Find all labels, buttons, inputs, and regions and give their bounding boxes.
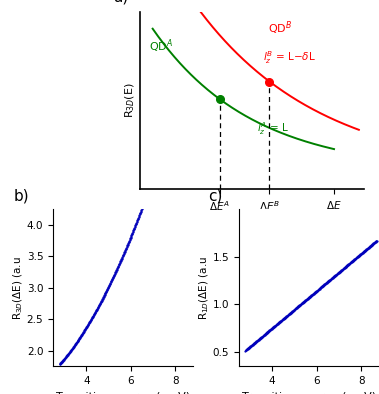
Text: $\it{l}_z^B$ = L$-\delta$L: $\it{l}_z^B$ = L$-\delta$L	[263, 50, 316, 67]
Text: QD$^A$: QD$^A$	[149, 37, 173, 55]
Text: $\it{l}_z^A$ = L: $\it{l}_z^A$ = L	[257, 121, 288, 138]
Y-axis label: R$_{3D}$(E): R$_{3D}$(E)	[124, 83, 138, 118]
Y-axis label: R$_{1D}$($\Delta$E) (a.u: R$_{1D}$($\Delta$E) (a.u	[197, 256, 211, 320]
Text: QD$^B$: QD$^B$	[268, 20, 292, 37]
Y-axis label: R$_{3D}$($\Delta$E) (a.u: R$_{3D}$($\Delta$E) (a.u	[12, 256, 25, 320]
Text: a): a)	[113, 0, 128, 4]
Text: c): c)	[208, 189, 222, 204]
Text: b): b)	[14, 189, 30, 204]
X-axis label: Transition energy (meV): Transition energy (meV)	[242, 392, 376, 394]
X-axis label: Transition energy (meV): Transition energy (meV)	[56, 392, 190, 394]
